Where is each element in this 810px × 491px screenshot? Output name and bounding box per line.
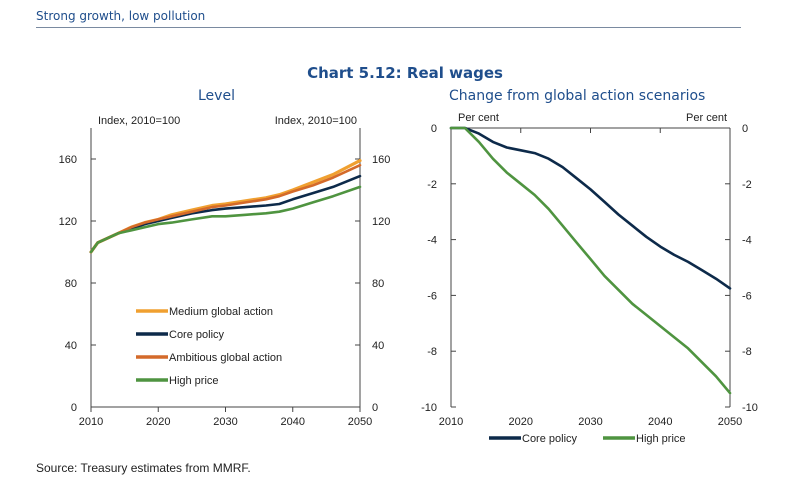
left-xtick-label: 2020 (146, 416, 170, 428)
right-unit-label-right: Per cent (686, 112, 727, 124)
right-ytick-label-left: -2 (427, 179, 437, 191)
right-xtick-label: 2030 (578, 416, 602, 428)
right-ytick-label-right: -4 (742, 235, 752, 247)
chart-title: Chart 5.12: Real wages (307, 64, 503, 82)
right-ytick-label-left: -10 (421, 402, 437, 414)
right-xtick-label: 2010 (439, 416, 463, 428)
right-ytick-label-right: -8 (742, 346, 752, 358)
right-ytick-label-right: -2 (742, 179, 752, 191)
right-series-core-policy (449, 126, 732, 290)
left-unit-label-left: Index, 2010=100 (98, 115, 180, 127)
right-xtick-label: 2040 (648, 416, 672, 428)
left-series-high-price (89, 185, 362, 254)
right-ytick-label-left: -4 (427, 235, 437, 247)
right-ytick-label-right: -10 (742, 402, 758, 414)
left-ytick-label-right: 120 (372, 216, 390, 228)
left-xtick-label: 2010 (79, 416, 103, 428)
left-legend-label-core-policy: Core policy (169, 329, 225, 341)
right-chart-subtitle: Change from global action scenarios (449, 88, 706, 104)
left-legend-label-high-price: High price (169, 375, 219, 387)
left-series-core-policy (89, 174, 362, 254)
right-unit-label-left: Per cent (458, 112, 499, 124)
right-ytick-label-right: -6 (742, 290, 752, 302)
left-chart-subtitle: Level (198, 88, 235, 104)
right-legend-label-high-price: High price (636, 433, 686, 445)
left-xtick-label: 2050 (348, 416, 372, 428)
header-rule (36, 27, 741, 28)
left-ytick-label-right: 80 (372, 278, 384, 290)
source-note: Source: Treasury estimates from MMRF. (36, 461, 251, 475)
left-xtick-label: 2030 (213, 416, 237, 428)
right-ytick-label-left: -8 (427, 346, 437, 358)
left-ytick-label-left: 40 (65, 340, 77, 352)
left-ytick-label-left: 0 (71, 402, 77, 414)
left-ytick-label-right: 160 (372, 154, 390, 166)
right-ytick-label-left: 0 (431, 123, 437, 135)
right-ytick-label-right: 0 (742, 123, 748, 135)
right-series-high-price (449, 126, 732, 395)
header-title: Strong growth, low pollution (36, 9, 206, 23)
left-unit-label-right: Index, 2010=100 (275, 115, 357, 127)
left-xtick-label: 2040 (281, 416, 305, 428)
left-ytick-label-right: 40 (372, 340, 384, 352)
left-legend-label-ambitious-global-action: Ambitious global action (169, 352, 282, 364)
right-xtick-label: 2050 (718, 416, 742, 428)
right-xtick-label: 2020 (509, 416, 533, 428)
left-legend-label-medium-global-action: Medium global action (169, 306, 273, 318)
right-ytick-label-left: -6 (427, 290, 437, 302)
left-ytick-label-left: 120 (59, 216, 77, 228)
right-legend-label-core-policy: Core policy (522, 433, 578, 445)
left-ytick-label-right: 0 (372, 402, 378, 414)
left-ytick-label-left: 80 (65, 278, 77, 290)
left-ytick-label-left: 160 (59, 154, 77, 166)
